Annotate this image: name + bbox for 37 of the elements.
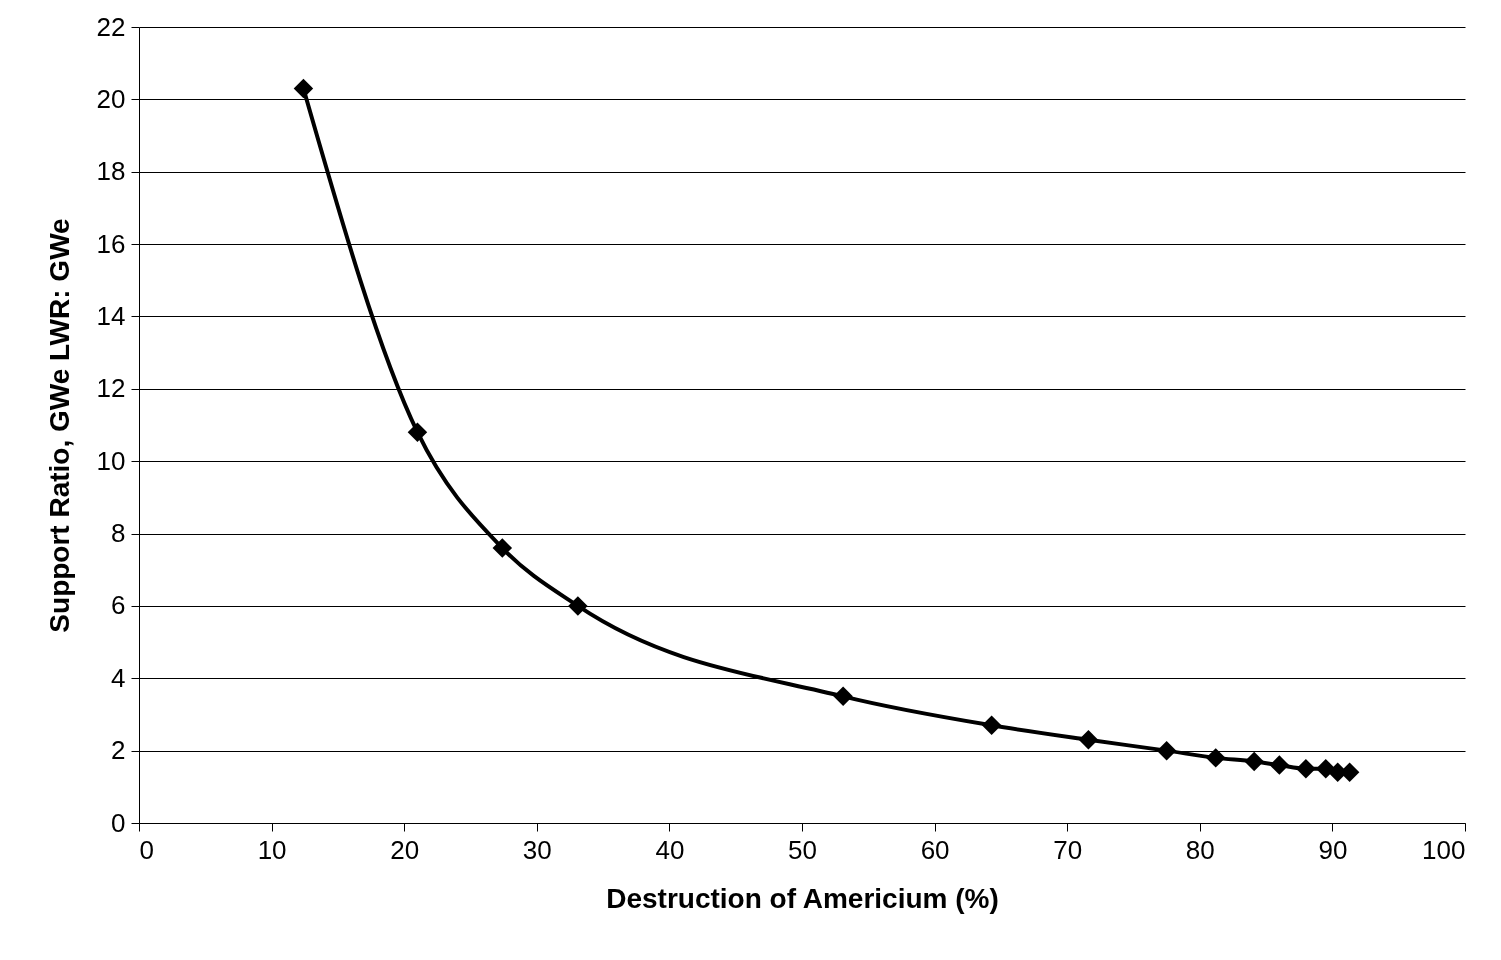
y-tick-label: 0: [111, 807, 126, 838]
point: [833, 686, 853, 707]
x-tick-label: 40: [655, 834, 685, 865]
x-axis-title: Destruction of Americium (%): [606, 882, 999, 914]
point: [1244, 751, 1264, 772]
x-tick-label: 70: [1053, 834, 1083, 865]
point: [1269, 755, 1290, 775]
y-tick-label: 4: [111, 662, 126, 693]
y-tick-label: 22: [96, 11, 126, 42]
y-tick-label: 12: [96, 373, 126, 404]
y-tick-label: 8: [111, 518, 126, 549]
point: [1296, 758, 1316, 779]
x-tick-label: 30: [522, 834, 552, 865]
y-tick-label: 2: [111, 735, 126, 766]
x-tick-label: 100: [1422, 834, 1466, 865]
y-tick-label: 18: [96, 156, 126, 187]
y-tick-label: 6: [111, 590, 126, 621]
y-tick-label: 14: [96, 300, 126, 331]
x-tick-label: 90: [1318, 834, 1348, 865]
x-tick-label: 0: [139, 834, 154, 865]
point: [568, 596, 588, 616]
x-tick-label: 50: [788, 834, 817, 865]
point: [1156, 740, 1177, 761]
y-axis-title: Support Ratio, GWe LWR: GWe: [43, 218, 75, 633]
point: [293, 78, 314, 99]
point: [1205, 748, 1226, 768]
point: [981, 715, 1002, 736]
x-tick-label: 60: [920, 834, 950, 865]
point: [1078, 730, 1099, 750]
y-tick-label: 20: [96, 83, 126, 114]
x-tick-label: 10: [257, 834, 287, 865]
x-tick-label: 80: [1185, 834, 1215, 865]
point: [492, 538, 513, 558]
point: [407, 422, 428, 442]
x-tick-label: 20: [390, 834, 420, 865]
y-tick-label: 10: [96, 445, 126, 476]
y-tick-label: 16: [96, 228, 126, 259]
